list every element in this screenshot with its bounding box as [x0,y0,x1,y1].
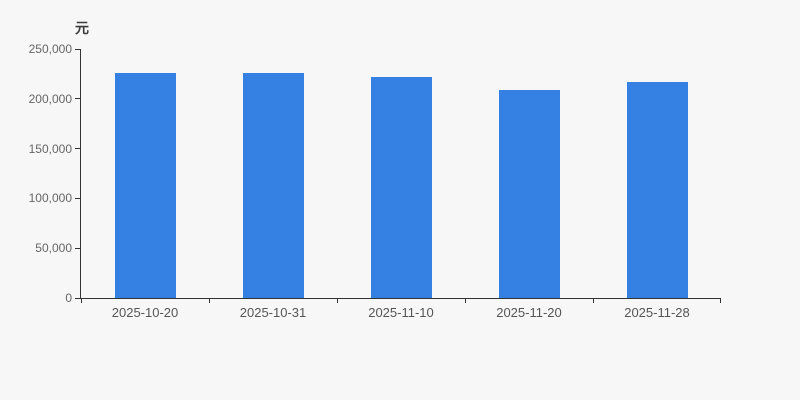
y-axis-tick [75,98,80,100]
y-axis-tick-label: 150,000 [28,141,72,156]
bar-2025-11-28[interactable] [626,82,688,298]
x-axis-tick [465,298,466,303]
x-axis-tick [720,298,721,303]
y-axis-tick-label: 250,000 [28,42,72,56]
x-axis-tick [337,298,338,303]
y-axis-tick [75,48,80,50]
y-axis-tick [75,197,80,199]
x-axis-tick [593,298,594,303]
x-axis-category-label: 2025-10-31 [239,305,307,320]
y-axis-tick-label: 0 [65,291,72,305]
x-axis-tick [209,298,210,303]
y-axis-tick [75,297,80,299]
bar-2025-11-20[interactable] [498,90,560,298]
y-axis-unit-label: 元 [75,20,89,36]
x-axis-category-label: 2025-11-20 [496,305,562,320]
y-axis-tick [75,148,80,150]
y-axis-tick [75,247,80,249]
bar-2025-10-20[interactable] [114,73,176,298]
bar-2025-10-31[interactable] [242,73,304,298]
y-axis-tick-label: 100,000 [28,191,72,206]
x-axis-category-label: 2025-11-10 [368,305,434,320]
x-axis-category-label: 2025-11-28 [624,305,690,320]
plot-area: 0 50,000 100,000 150,000 200,000 250,000 2025-… [29,42,721,320]
bar-2025-11-10[interactable] [370,76,432,298]
x-axis-category-label: 2025-10-20 [111,305,179,320]
x-axis-tick [81,298,82,303]
y-axis-tick-label: 50,000 [35,241,72,256]
y-axis-tick-label: 200,000 [28,91,72,106]
